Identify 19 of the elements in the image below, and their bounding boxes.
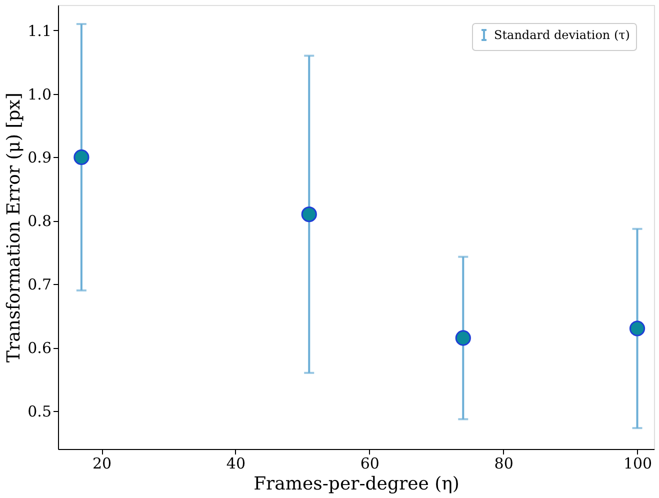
y-tick-label: 0.5 bbox=[28, 402, 52, 420]
x-tick-label: 100 bbox=[623, 454, 652, 472]
y-tick-label: 0.7 bbox=[28, 276, 52, 294]
point bbox=[74, 149, 90, 166]
x-tick-label: 60 bbox=[360, 454, 380, 472]
y-axis-title: Transformation Error (μ) [px] bbox=[4, 92, 25, 362]
x-tick-label: 20 bbox=[92, 454, 112, 472]
point bbox=[301, 206, 317, 222]
y-tick-label: 1.0 bbox=[28, 85, 52, 104]
x-axis-title: Frames-per-degree (η) bbox=[254, 474, 460, 494]
x-tick-label: 80 bbox=[494, 454, 514, 472]
y-tick-label: 0.9 bbox=[28, 148, 52, 167]
y-tick-label: 0.8 bbox=[28, 212, 52, 230]
point bbox=[455, 330, 471, 346]
x-tick-label: 40 bbox=[226, 454, 246, 472]
y-tick-label: 0.6 bbox=[28, 339, 52, 358]
text: Standard deviation (τ) bbox=[494, 28, 630, 42]
y-tick-label: 1.1 bbox=[28, 22, 52, 40]
point bbox=[629, 320, 646, 336]
